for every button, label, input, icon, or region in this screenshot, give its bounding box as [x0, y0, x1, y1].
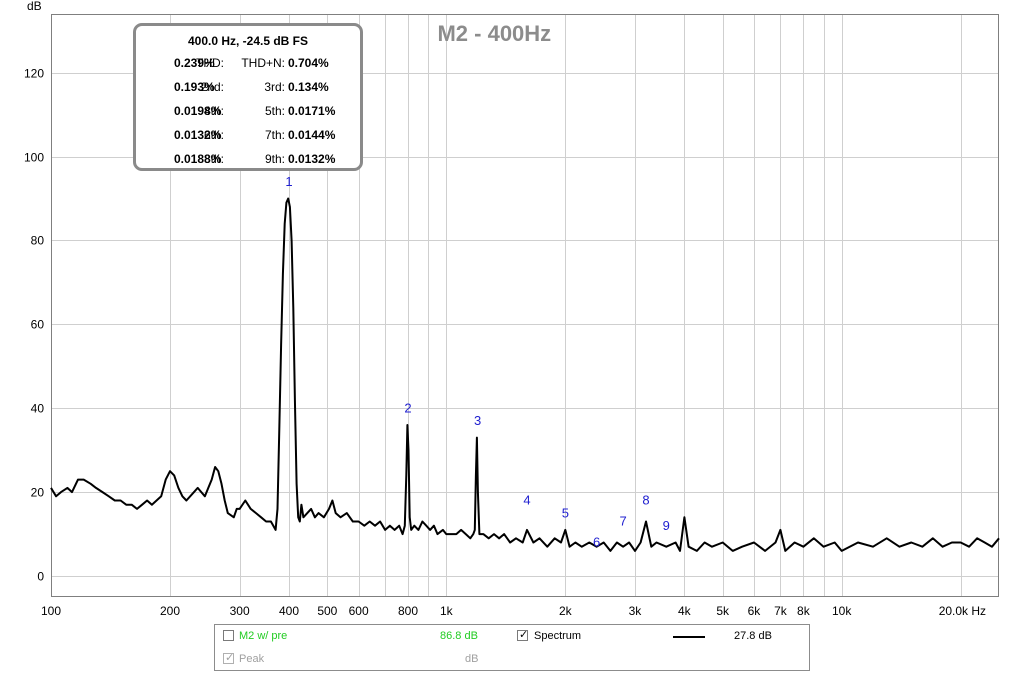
harmonic-marker-label: 5: [562, 505, 569, 520]
stats-key: 4th:: [203, 104, 224, 118]
spectrum-line: [50, 197, 1000, 552]
stats-row: 2nd: 0.193% 3rd: 0.134%: [136, 76, 360, 100]
harmonic-marker-label: 4: [523, 493, 530, 508]
legend-m2-value: 86.8 dB: [440, 630, 478, 642]
legend-spectrum-value: 27.8 dB: [734, 630, 772, 642]
x-tick-label: 10k: [832, 604, 852, 618]
y-tick-label: 100: [24, 151, 44, 165]
series-layer: [50, 197, 1000, 552]
y-tick-label: 40: [31, 402, 45, 416]
y-tick-label: 0: [37, 570, 44, 584]
stats-key: 6th:: [203, 128, 224, 142]
distortion-stats-panel: 400.0 Hz, -24.5 dB FS THD: 0.239% THD+N:…: [133, 23, 363, 171]
harmonic-marker-label: 7: [620, 514, 627, 529]
stats-value: 0.0132%: [288, 152, 336, 166]
check-icon: ✓: [225, 652, 235, 664]
m2-checkbox[interactable]: [223, 630, 234, 641]
stats-key: 5th:: [264, 104, 285, 118]
legend-m2-label: M2 w/ pre: [239, 630, 288, 642]
stats-value: 0.193%: [174, 80, 215, 94]
legend-spectrum-label: Spectrum: [534, 630, 582, 642]
stats-key: 8th:: [203, 152, 224, 166]
harmonic-marker-label: 2: [404, 400, 411, 415]
x-tick-label: 20.0k Hz: [939, 604, 986, 618]
y-tick-label: 20: [31, 486, 45, 500]
legend-spectrum-swatch: [673, 636, 705, 638]
stats-key: 7th:: [264, 128, 285, 142]
harmonic-marker-label: 6: [593, 535, 600, 550]
x-tick-label: 2k: [559, 604, 573, 618]
harmonic-marker-label: 8: [642, 493, 649, 508]
spectrum-checkbox[interactable]: ✓: [517, 629, 529, 641]
y-tick-label: 80: [31, 234, 45, 248]
stats-row: 6th: 0.0132% 7th: 0.0144%: [136, 124, 360, 148]
axes: 0 20 40 60 80 100 120 100 200 300 400 500 600 800 1k 2k…: [24, 67, 986, 619]
plot-border: [51, 14, 999, 597]
stats-row: 8th: 0.0188% 9th: 0.0132%: [136, 148, 360, 172]
x-tick-label: 400: [279, 604, 299, 618]
stats-value: 0.0144%: [288, 128, 336, 142]
stats-value: 0.0198%: [174, 104, 222, 118]
stats-key: THD+N:: [241, 56, 285, 70]
stats-value: 0.0132%: [174, 128, 222, 142]
stats-key: 2nd:: [200, 80, 224, 94]
stats-value: 0.134%: [288, 80, 329, 94]
y-tick-label: 120: [24, 67, 44, 81]
x-tick-label: 200: [160, 604, 180, 618]
stats-value: 0.239%: [174, 56, 215, 70]
harmonic-marker-label: 3: [474, 413, 481, 428]
x-tick-label: 7k: [774, 604, 788, 618]
legend-peak-value: dB: [465, 653, 479, 665]
x-tick-label: 3k: [629, 604, 643, 618]
stats-row: 4th: 0.0198% 5th: 0.0171%: [136, 100, 360, 124]
x-tick-label: 4k: [678, 604, 692, 618]
stats-key: THD:: [196, 56, 224, 70]
y-axis-unit-label: dB: [27, 0, 42, 13]
stats-value: 0.704%: [288, 56, 329, 70]
stats-header: 400.0 Hz, -24.5 dB FS: [187, 34, 309, 48]
x-tick-label: 5k: [716, 604, 730, 618]
x-tick-label: 8k: [797, 604, 811, 618]
x-tick-label: 1k: [440, 604, 454, 618]
harmonic-marker-label: 9: [663, 518, 670, 533]
x-tick-label: 6k: [748, 604, 762, 618]
harmonic-markers: 1 2 3 4 5 6 789: [285, 174, 669, 550]
check-icon: ✓: [519, 629, 529, 641]
x-tick-label: 500: [317, 604, 337, 618]
stats-value: 0.0188%: [174, 152, 222, 166]
harmonic-marker-label: 1: [285, 174, 292, 189]
stats-value: 0.0171%: [288, 104, 336, 118]
chart-title: M2 - 400Hz: [437, 21, 551, 46]
y-tick-label: 60: [31, 318, 45, 332]
legend-panel: M2 w/ pre 86.8 dB ✓ Spectrum 27.8 dB ✓ P…: [214, 624, 810, 671]
stats-row: THD: 0.239% THD+N: 0.704%: [136, 52, 360, 76]
legend-peak-label: Peak: [239, 653, 265, 665]
stats-key: 3rd:: [264, 80, 285, 94]
x-tick-label: 100: [41, 604, 61, 618]
stats-key: 9th:: [264, 152, 285, 166]
peak-checkbox[interactable]: ✓: [223, 652, 235, 664]
x-tick-label: 600: [349, 604, 369, 618]
x-tick-label: 800: [398, 604, 418, 618]
x-tick-label: 300: [230, 604, 250, 618]
